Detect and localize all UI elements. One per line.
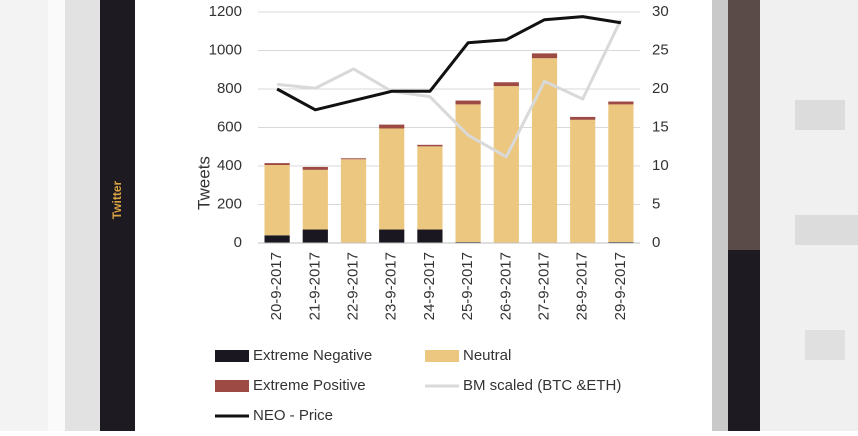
y-tick-label: 400 bbox=[217, 157, 242, 174]
bar-segment bbox=[570, 117, 595, 120]
y2-tick-label: 15 bbox=[652, 118, 669, 135]
bar-segment bbox=[379, 230, 404, 243]
x-tick-label: 25-9-2017 bbox=[459, 252, 476, 320]
blurred-image bbox=[728, 0, 760, 250]
x-tick-label: 27-9-2017 bbox=[535, 252, 552, 320]
bar-segment bbox=[455, 101, 480, 105]
blurred-text bbox=[795, 215, 858, 245]
bar-segment bbox=[303, 170, 328, 230]
bar-segment bbox=[303, 167, 328, 170]
blurred-text bbox=[805, 330, 845, 360]
y-axis-title: Tweets bbox=[194, 156, 213, 210]
sidebar-label: Twitter bbox=[110, 180, 124, 219]
y-tick-label: 600 bbox=[217, 118, 242, 135]
bar-segment bbox=[303, 230, 328, 243]
legend-label: BM scaled (BTC &ETH) bbox=[463, 377, 621, 394]
legend-label: Neutral bbox=[463, 347, 511, 364]
y-tick-label: 200 bbox=[217, 195, 242, 212]
y-tick-label: 800 bbox=[217, 80, 242, 97]
x-tick-label: 28-9-2017 bbox=[574, 252, 591, 320]
bar-segment bbox=[494, 86, 519, 243]
bar-segment bbox=[264, 165, 289, 235]
bar-segment bbox=[417, 145, 442, 147]
y2-tick-label: 30 bbox=[652, 3, 669, 20]
legend-label: Extreme Negative bbox=[253, 347, 372, 364]
blurred-text bbox=[795, 100, 845, 130]
gutter bbox=[712, 0, 728, 431]
bar-segment bbox=[608, 102, 633, 105]
gutter bbox=[48, 0, 65, 431]
bar-segment bbox=[379, 128, 404, 229]
bar-segment bbox=[417, 146, 442, 229]
x-tick-label: 20-9-2017 bbox=[268, 252, 285, 320]
y-tick-label: 1200 bbox=[209, 3, 242, 20]
y2-tick-label: 5 bbox=[652, 195, 660, 212]
bar-segment bbox=[532, 53, 557, 58]
bar-segment bbox=[264, 235, 289, 243]
x-tick-label: 29-9-2017 bbox=[612, 252, 629, 320]
y-tick-label: 1000 bbox=[209, 41, 242, 58]
legend-swatch bbox=[215, 350, 249, 362]
bar-segment bbox=[494, 82, 519, 86]
bar-segment bbox=[570, 120, 595, 243]
legend-swatch bbox=[425, 350, 459, 362]
bar-segment bbox=[341, 159, 366, 242]
bar-segment bbox=[264, 163, 289, 165]
bar-segment bbox=[417, 230, 442, 243]
legend-label: NEO - Price bbox=[253, 407, 333, 424]
y2-tick-label: 0 bbox=[652, 234, 660, 251]
x-tick-label: 21-9-2017 bbox=[306, 252, 323, 320]
gutter bbox=[65, 0, 100, 431]
bar-segment bbox=[379, 125, 404, 129]
x-tick-label: 22-9-2017 bbox=[344, 252, 361, 320]
blurred-image bbox=[728, 250, 760, 431]
y2-tick-label: 25 bbox=[652, 41, 669, 58]
legend-swatch bbox=[215, 380, 249, 392]
x-tick-label: 23-9-2017 bbox=[383, 252, 400, 320]
bar-segment bbox=[341, 158, 366, 159]
y2-tick-label: 10 bbox=[652, 157, 669, 174]
y2-tick-label: 20 bbox=[652, 80, 669, 97]
y-tick-label: 0 bbox=[234, 234, 242, 251]
x-tick-label: 24-9-2017 bbox=[421, 252, 438, 320]
bar-segment bbox=[608, 104, 633, 242]
x-tick-label: 26-9-2017 bbox=[497, 252, 514, 320]
legend-label: Extreme Positive bbox=[253, 377, 366, 394]
